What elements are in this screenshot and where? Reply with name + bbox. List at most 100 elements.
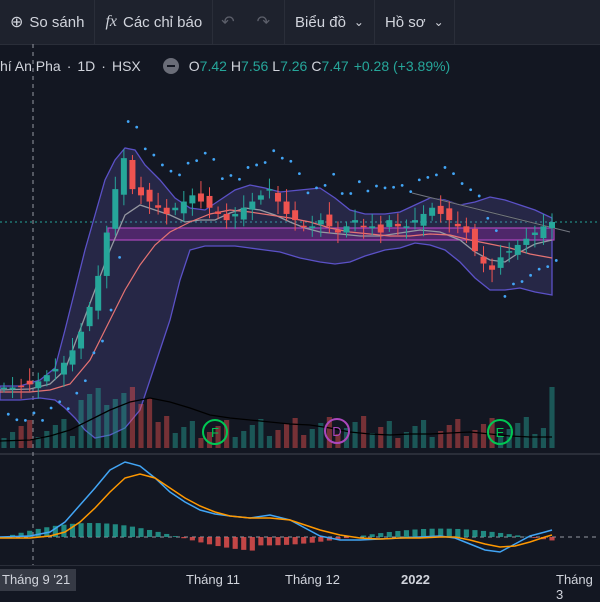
candle-body bbox=[292, 210, 298, 220]
sar-dot bbox=[161, 164, 164, 167]
compare-button[interactable]: ⊕ So sánh bbox=[0, 0, 94, 44]
volume-bar bbox=[121, 393, 126, 448]
volume-bar bbox=[61, 419, 66, 448]
candle-body bbox=[386, 220, 392, 227]
sar-dot bbox=[15, 418, 18, 421]
chart-type-label: Biểu đồ bbox=[295, 14, 346, 31]
sar-dot bbox=[135, 126, 138, 129]
candle-body bbox=[515, 245, 521, 255]
sar-dot bbox=[33, 412, 36, 415]
marker-f[interactable]: F bbox=[203, 420, 227, 444]
sar-dot bbox=[118, 256, 121, 259]
candle-body bbox=[61, 363, 67, 375]
redo-button[interactable]: ↷ bbox=[249, 0, 284, 44]
undo-button[interactable]: ↶ bbox=[213, 0, 248, 44]
candle-body bbox=[361, 226, 367, 228]
sar-dot bbox=[384, 187, 387, 190]
volume-bar bbox=[233, 437, 238, 448]
sar-dot bbox=[444, 166, 447, 169]
candle-body bbox=[523, 239, 529, 245]
sar-dot bbox=[461, 182, 464, 185]
time-tick: Tháng 3 bbox=[556, 572, 600, 602]
candle-body bbox=[35, 381, 41, 388]
symbol-name[interactable]: hí An Pha bbox=[0, 58, 61, 74]
sar-dot bbox=[367, 190, 370, 193]
macd-histogram-bar bbox=[207, 537, 212, 544]
macd-histogram-bar bbox=[549, 537, 554, 540]
candle-body bbox=[395, 224, 401, 226]
volume-bar bbox=[138, 404, 143, 448]
volume-bar bbox=[173, 433, 178, 448]
macd-histogram-bar bbox=[310, 537, 315, 543]
volume-bar bbox=[549, 387, 554, 448]
time-axis[interactable]: Tháng 9 '21 Tháng 11 Tháng 12 2022 Tháng… bbox=[0, 565, 600, 601]
candle-body bbox=[87, 307, 93, 326]
candle-body bbox=[44, 375, 50, 381]
volume-bar bbox=[395, 438, 400, 448]
macd-histogram-bar bbox=[258, 537, 263, 545]
volume-bar bbox=[130, 387, 135, 448]
sar-dot bbox=[212, 158, 215, 161]
candle-body bbox=[224, 214, 230, 220]
visibility-toggle-icon[interactable] bbox=[163, 58, 179, 74]
macd-histogram-bar bbox=[198, 537, 203, 542]
volume-bar bbox=[156, 422, 161, 448]
sar-dot bbox=[315, 187, 318, 190]
volume-bar bbox=[44, 431, 49, 448]
candle-body bbox=[352, 220, 358, 222]
volume-bar bbox=[284, 424, 289, 448]
bollinger-band-fill bbox=[0, 148, 552, 438]
undo-icon: ↶ bbox=[221, 12, 234, 32]
macd-histogram-bar bbox=[181, 537, 186, 538]
sar-dot bbox=[255, 164, 258, 167]
candle-body bbox=[207, 196, 213, 208]
candle-body bbox=[403, 226, 409, 228]
sar-dot bbox=[58, 400, 61, 403]
sar-dot bbox=[486, 217, 489, 220]
compare-label: So sánh bbox=[29, 14, 84, 31]
low-value: 7.26 bbox=[280, 58, 307, 74]
macd-histogram-bar bbox=[498, 533, 503, 537]
marker-e-label: E bbox=[496, 425, 505, 440]
candle-body bbox=[309, 226, 315, 228]
sar-dot bbox=[538, 268, 541, 271]
macd-histogram-bar bbox=[233, 537, 238, 549]
sar-dot bbox=[409, 190, 412, 193]
volume-bar bbox=[524, 417, 529, 448]
sar-dot bbox=[75, 392, 78, 395]
volume-bar bbox=[532, 434, 537, 448]
macd-histogram-bar bbox=[489, 532, 494, 537]
sar-dot bbox=[281, 157, 284, 160]
macd-histogram-bar bbox=[190, 537, 195, 540]
chevron-down-icon: ⌄ bbox=[434, 15, 444, 29]
macd-histogram-bar bbox=[96, 523, 101, 537]
volume-bar bbox=[267, 436, 272, 448]
volume-bar bbox=[147, 398, 152, 448]
open-value: 7.42 bbox=[200, 58, 227, 74]
sar-dot bbox=[93, 351, 96, 354]
chart-type-button[interactable]: Biểu đồ ⌄ bbox=[285, 0, 374, 44]
sar-dot bbox=[324, 184, 327, 187]
candle-body bbox=[421, 214, 427, 226]
candle-body bbox=[284, 202, 290, 214]
macd-histogram-bar bbox=[156, 532, 161, 537]
indicators-label: Các chỉ báo bbox=[123, 14, 202, 31]
sar-dot bbox=[110, 309, 113, 312]
redo-icon: ↷ bbox=[257, 12, 270, 32]
volume-bar bbox=[164, 416, 169, 448]
macd-histogram-bar bbox=[215, 537, 220, 546]
candle-body bbox=[129, 160, 135, 189]
candle-body bbox=[446, 208, 452, 220]
volume-bar bbox=[190, 421, 195, 448]
candle-body bbox=[27, 381, 33, 385]
price-chart[interactable]: F D E bbox=[0, 44, 600, 566]
candle-body bbox=[147, 190, 153, 202]
sar-dot bbox=[478, 195, 481, 198]
indicators-button[interactable]: fx Các chỉ báo bbox=[95, 0, 212, 44]
volume-bar bbox=[241, 431, 246, 448]
candle-body bbox=[1, 388, 7, 390]
macd-histogram-bar bbox=[87, 523, 92, 537]
profile-button[interactable]: Hồ sơ ⌄ bbox=[375, 0, 454, 44]
macd-histogram-bar bbox=[275, 537, 280, 545]
sar-dot bbox=[426, 176, 429, 179]
